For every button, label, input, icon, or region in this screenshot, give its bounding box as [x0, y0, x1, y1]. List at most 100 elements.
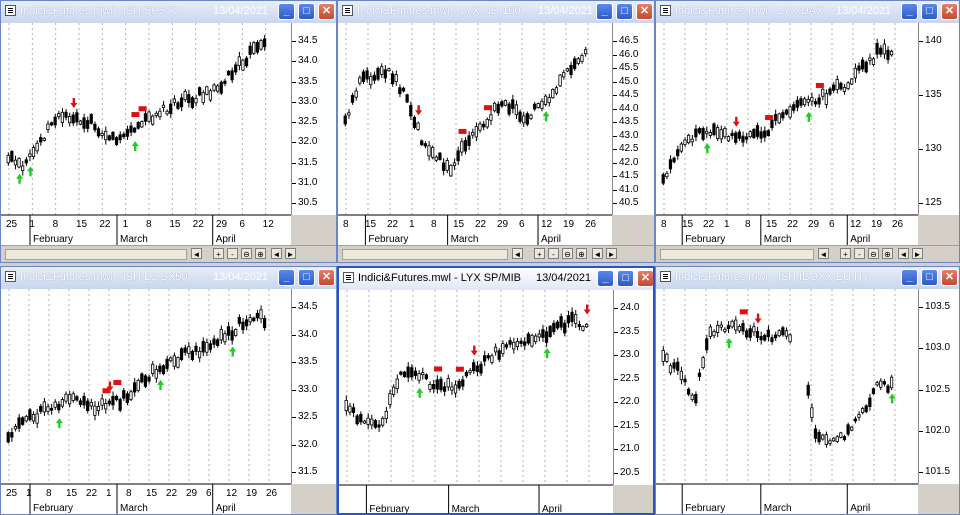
zoom-in-button[interactable]: +	[534, 248, 545, 259]
price-chart[interactable]: 25 1 8 15 22 1 8 15 22 29 6 12 February March April	[1, 23, 291, 245]
candle	[401, 87, 406, 92]
chart-scrollbar[interactable]: ◄ + - ⊖ ⊕ ◄ ►	[338, 245, 654, 262]
title-bar[interactable]: Indici&Futures.mwl - ISH IBOXX EU HY _ □ ✕	[656, 267, 959, 290]
window-menu-icon[interactable]	[660, 271, 671, 282]
chart-scrollbar[interactable]: ◄ + - ⊖ ⊕ ◄ ►	[656, 245, 959, 262]
zoom-fit-button[interactable]: ⊖	[868, 248, 879, 259]
maximize-button[interactable]: □	[298, 3, 315, 20]
maximize-button[interactable]: □	[921, 269, 938, 286]
scroll-left-button[interactable]: ◄	[818, 248, 829, 259]
window-menu-icon[interactable]	[342, 5, 353, 16]
title-bar[interactable]: Indici&Futures.mwl - LYX DAX 13/04/2021 _ □…	[656, 1, 959, 24]
scroll-left-button[interactable]: ◄	[191, 248, 202, 259]
zoom-in-button[interactable]: +	[213, 248, 224, 259]
zoom-out-button[interactable]: -	[854, 248, 865, 259]
candle	[412, 116, 417, 128]
candle	[24, 159, 28, 164]
scroll-track[interactable]	[5, 249, 187, 260]
close-button[interactable]: ✕	[318, 3, 335, 20]
zoom-reset-button[interactable]: ⊕	[255, 248, 266, 259]
chart-scrollbar[interactable]: ◄ + - ⊖ ⊕ ◄ ►	[1, 245, 336, 262]
title-bar[interactable]: Indici&Futures.mwl - LYX ND-100 13/04/202…	[338, 1, 654, 24]
y-tick-label: 44.0	[613, 103, 638, 114]
price-chart[interactable]: February March April	[339, 290, 613, 515]
scroll-track[interactable]	[342, 249, 508, 260]
candle	[165, 110, 169, 115]
month-label: April	[216, 234, 236, 245]
candle	[806, 99, 810, 103]
window-menu-icon[interactable]	[5, 271, 16, 282]
price-chart[interactable]: February March April	[656, 289, 918, 514]
zoom-reset-button[interactable]: ⊕	[882, 248, 893, 259]
zoom-out-button[interactable]: -	[227, 248, 238, 259]
window-menu-icon[interactable]	[5, 5, 16, 16]
candle	[788, 334, 792, 343]
price-axis[interactable]: 103.5 103.0 102.5 102.0 101.5	[918, 289, 959, 484]
price-axis[interactable]: 140 135 130 125	[918, 23, 959, 215]
candle	[690, 394, 694, 400]
chart-window-1[interactable]: Indici&Futures.mwl - ISH SP500 13/04/2021…	[0, 0, 337, 263]
price-axis[interactable]: 24.0 23.5 23.0 22.5 22.0 21.5 21.0 20.5	[613, 290, 653, 485]
close-button[interactable]: ✕	[941, 269, 958, 286]
nav-next-button[interactable]: ►	[606, 248, 617, 259]
candle	[13, 159, 18, 166]
candle	[96, 128, 101, 137]
close-button[interactable]: ✕	[941, 3, 958, 20]
maximize-button[interactable]: □	[298, 269, 315, 286]
chart-window-6[interactable]: Indici&Futures.mwl - ISH IBOXX EU HY _ □ ✕ F…	[655, 266, 960, 515]
close-button[interactable]: ✕	[637, 270, 653, 287]
window-date: 13/04/2021	[538, 5, 594, 17]
minimize-button[interactable]: _	[597, 270, 614, 287]
scroll-left-button[interactable]: ◄	[512, 248, 523, 259]
zoom-fit-button[interactable]: ⊖	[562, 248, 573, 259]
price-axis[interactable]: 34.5 34.0 33.5 33.0 32.5 32.0 31.5 31.0 30.5	[291, 23, 336, 215]
scroll-track[interactable]	[660, 249, 814, 260]
nav-prev-button[interactable]: ◄	[592, 248, 603, 259]
minimize-button[interactable]: _	[278, 269, 295, 286]
price-chart[interactable]: 8 15 22 1 8 15 22 29 6 12 19 26 February March April	[338, 23, 612, 245]
close-button[interactable]: ✕	[318, 269, 335, 286]
candle	[446, 378, 450, 388]
zoom-reset-button[interactable]: ⊕	[576, 248, 587, 259]
price-chart[interactable]: 25 1 8 15 22 1 8 15 22 29 6 12 19 26 February March Apri…	[1, 289, 291, 514]
chart-window-2[interactable]: Indici&Futures.mwl - LYX ND-100 13/04/202…	[337, 0, 655, 263]
price-chart[interactable]: 8 15 22 1 8 15 22 29 6 12 19 26 February March April	[656, 23, 918, 245]
minimize-button[interactable]: _	[278, 3, 295, 20]
minimize-button[interactable]: _	[901, 3, 918, 20]
nav-prev-button[interactable]: ◄	[898, 248, 909, 259]
buy-signal-arrow-icon	[16, 173, 24, 184]
x-tick-label: 8	[661, 219, 667, 230]
chart-window-5[interactable]: Indici&Futures.mwl - LYX SP/MIB 13/04/202…	[337, 266, 655, 515]
price-axis[interactable]: 46.5 46.0 45.5 45.0 44.5 44.0 43.5 43.0 42.5 42.0…	[612, 23, 654, 215]
maximize-button[interactable]: □	[616, 3, 633, 20]
nav-next-button[interactable]: ►	[912, 248, 923, 259]
candle	[788, 106, 792, 118]
minimize-button[interactable]: _	[596, 3, 613, 20]
close-button[interactable]: ✕	[636, 3, 653, 20]
maximize-button[interactable]: □	[617, 270, 634, 287]
nav-next-button[interactable]: ►	[285, 248, 296, 259]
buy-signal-arrow-icon	[805, 111, 813, 122]
zoom-out-button[interactable]: -	[548, 248, 559, 259]
candle	[64, 393, 68, 402]
title-bar[interactable]: Indici&Futures.mwl - LYX SP/MIB 13/04/202…	[339, 268, 653, 291]
candle	[154, 369, 158, 379]
chart-window-3[interactable]: Indici&Futures.mwl - LYX DAX 13/04/2021 _ □…	[655, 0, 960, 263]
title-bar[interactable]: Indici&Futures.mwl - ISH SP500 13/04/2021…	[1, 1, 336, 24]
chart-window-4[interactable]: Indici&Futures.mwl - ISH DJ SX50 13/04/20…	[0, 266, 337, 515]
maximize-button[interactable]: □	[921, 3, 938, 20]
nav-prev-button[interactable]: ◄	[271, 248, 282, 259]
x-tick-label: 12	[226, 488, 238, 499]
candle	[752, 128, 756, 139]
y-tick-label: 24.0	[614, 302, 639, 313]
candle	[361, 71, 366, 83]
price-axis[interactable]: 34.5 34.0 33.5 33.0 32.5 32.0 31.5	[291, 289, 336, 484]
window-menu-icon[interactable]	[343, 272, 354, 283]
zoom-fit-button[interactable]: ⊖	[241, 248, 252, 259]
candle	[482, 355, 487, 362]
title-bar[interactable]: Indici&Futures.mwl - ISH DJ SX50 13/04/20…	[1, 267, 336, 290]
minimize-button[interactable]: _	[901, 269, 918, 286]
zoom-in-button[interactable]: +	[840, 248, 851, 259]
window-menu-icon[interactable]	[660, 5, 671, 16]
candle	[140, 121, 144, 128]
